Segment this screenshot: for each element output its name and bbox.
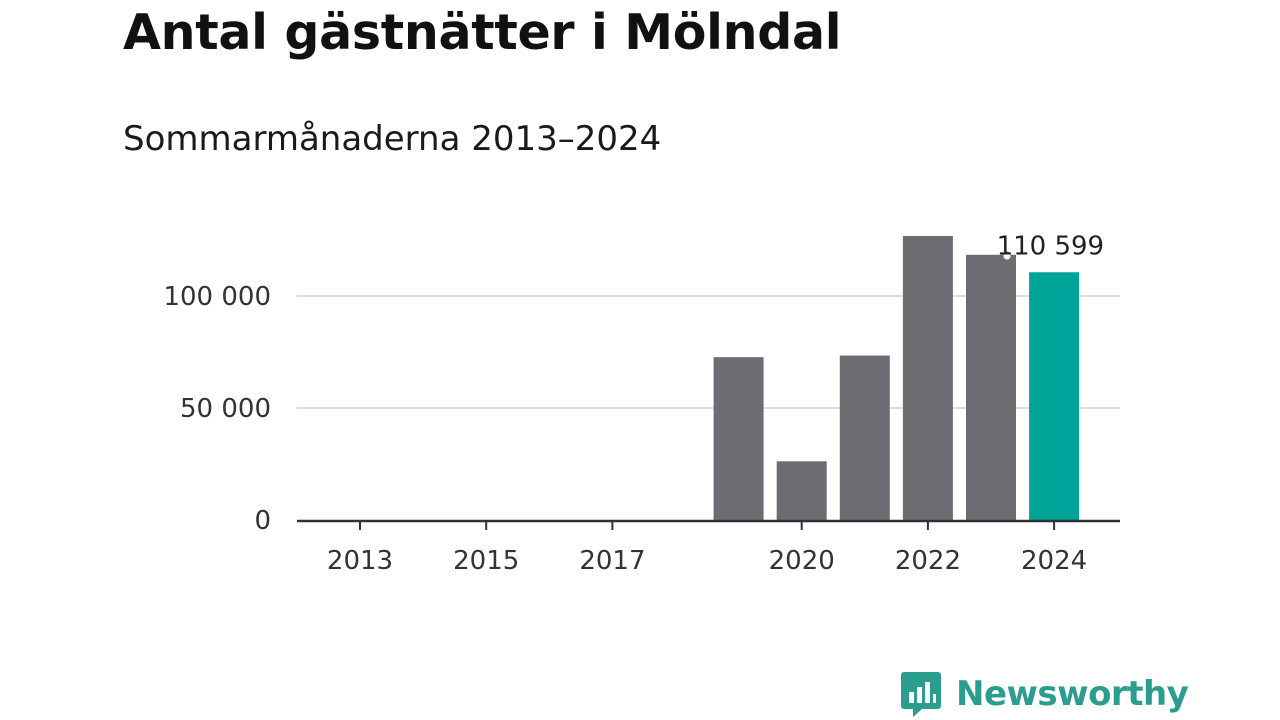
y-tick-label: 50 000: [180, 394, 271, 424]
labels: 0 50 000 100 000 2013 2015 2017 2020 2022 2024 11…: [163, 231, 1104, 576]
chart-title: Antal gästnätter i Mölndal: [123, 4, 842, 61]
x-tick-label: 2024: [1021, 546, 1087, 576]
y-tick-label: 100 000: [163, 282, 271, 312]
bar-2019: [713, 357, 764, 520]
x-tick-label: 2022: [895, 546, 961, 576]
newsworthy-logo: Newsworthy: [900, 670, 1189, 718]
axes: [297, 519, 1120, 530]
chart-subtitle: Sommarmånaderna 2013–2024: [123, 119, 662, 159]
x-tick-label: 2015: [453, 546, 519, 576]
bars: [713, 235, 1080, 520]
bar-2023: [966, 254, 1016, 520]
value-marker: [1002, 251, 1012, 261]
bar-2024: [1029, 272, 1080, 520]
x-tick-label: 2013: [327, 546, 393, 576]
y-tick-label: 0: [254, 506, 271, 536]
newsworthy-logo-icon: [901, 672, 941, 717]
newsworthy-logo-text: Newsworthy: [956, 674, 1189, 714]
bar-2020: [776, 461, 827, 520]
x-tick-label: 2020: [769, 546, 835, 576]
x-tick-label: 2017: [579, 546, 645, 576]
value-label: 110 599: [997, 231, 1105, 261]
bar-2022: [902, 235, 953, 520]
bar-2021: [839, 355, 890, 520]
